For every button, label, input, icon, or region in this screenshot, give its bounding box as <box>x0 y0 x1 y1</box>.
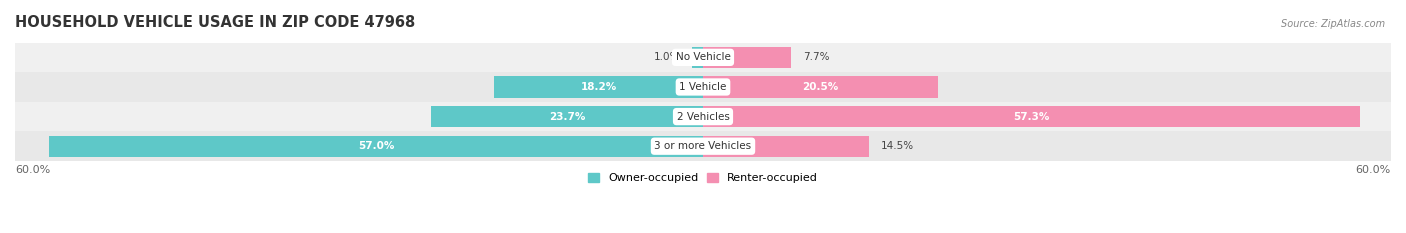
Bar <box>49 136 703 157</box>
Legend: Owner-occupied, Renter-occupied: Owner-occupied, Renter-occupied <box>583 169 823 188</box>
Text: Source: ZipAtlas.com: Source: ZipAtlas.com <box>1281 19 1385 29</box>
Text: 18.2%: 18.2% <box>581 82 617 92</box>
Text: HOUSEHOLD VEHICLE USAGE IN ZIP CODE 47968: HOUSEHOLD VEHICLE USAGE IN ZIP CODE 4796… <box>15 15 415 30</box>
Bar <box>15 43 1391 72</box>
Text: 20.5%: 20.5% <box>803 82 838 92</box>
Text: 23.7%: 23.7% <box>548 112 585 122</box>
Text: 57.3%: 57.3% <box>1014 112 1050 122</box>
Text: 60.0%: 60.0% <box>1355 165 1391 175</box>
Text: 1 Vehicle: 1 Vehicle <box>679 82 727 92</box>
Bar <box>15 131 1391 161</box>
Text: 2 Vehicles: 2 Vehicles <box>676 112 730 122</box>
Text: 7.7%: 7.7% <box>803 52 830 62</box>
Text: 3 or more Vehicles: 3 or more Vehicles <box>654 141 752 151</box>
Text: 1.0%: 1.0% <box>654 52 681 62</box>
Bar <box>703 136 869 157</box>
Bar <box>495 76 703 98</box>
Bar <box>15 102 1391 131</box>
Bar <box>432 106 703 127</box>
Bar <box>692 47 703 68</box>
Text: 14.5%: 14.5% <box>880 141 914 151</box>
Text: 60.0%: 60.0% <box>15 165 51 175</box>
Text: 57.0%: 57.0% <box>359 141 395 151</box>
Bar <box>15 72 1391 102</box>
Bar <box>703 47 792 68</box>
Bar <box>703 106 1360 127</box>
Bar <box>703 76 938 98</box>
Text: No Vehicle: No Vehicle <box>675 52 731 62</box>
